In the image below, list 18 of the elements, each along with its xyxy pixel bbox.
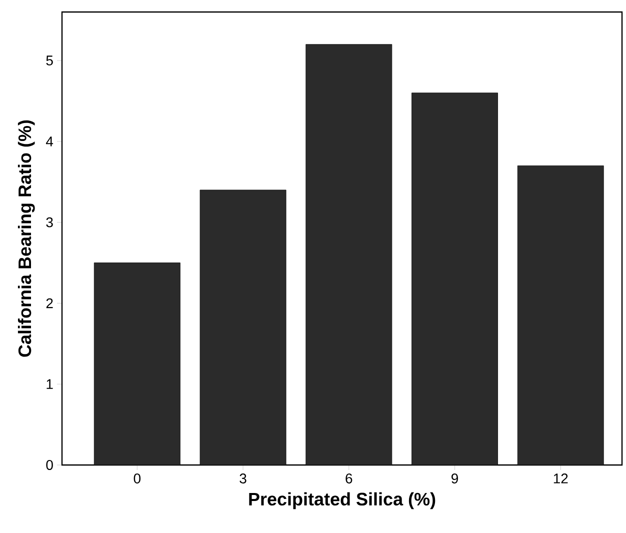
bar	[200, 190, 286, 465]
bar	[94, 262, 180, 465]
x-tick-label: 6	[346, 474, 352, 484]
bar	[412, 92, 498, 465]
x-tick-label: 9	[452, 474, 458, 484]
x-axis-title: Precipitated Silica (%)	[249, 492, 436, 510]
x-tick-label: 0	[134, 474, 141, 484]
y-tick-label: 0	[46, 460, 53, 470]
y-tick-label: 2	[46, 298, 53, 308]
y-tick-label: 3	[46, 217, 53, 228]
x-tick-label: 12	[554, 474, 568, 484]
y-axis-title: California Bearing Ratio (%)	[18, 120, 35, 357]
bar	[306, 44, 392, 465]
y-tick-label: 5	[46, 56, 53, 66]
y-tick-label: 4	[46, 136, 54, 146]
x-tick-label: 3	[240, 474, 246, 484]
y-tick-label: 1	[46, 379, 53, 389]
bar	[517, 166, 604, 465]
